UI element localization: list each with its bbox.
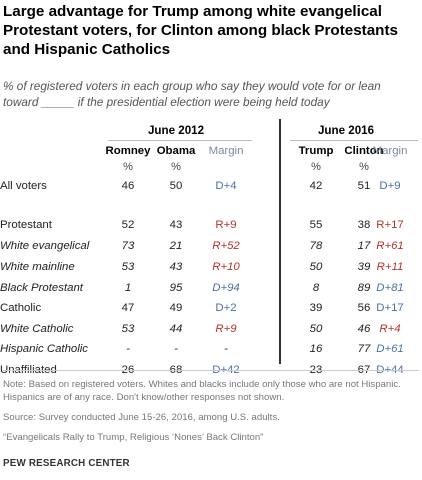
table-cell: 38 [357,219,371,231]
year-underline [108,140,252,141]
table-cell: 56 [357,302,371,314]
table-cell: 1 [124,282,132,294]
table-cell: - [224,343,228,355]
table-cell: 21 [169,240,183,252]
table-cell: R+17 [376,219,404,231]
column-header: Romney [105,145,151,157]
table-cell: 51 [357,180,371,192]
table-cell: 46 [121,180,135,192]
table-cell: R+4 [379,323,401,335]
table-cell: D+94 [212,282,240,294]
table-cell: 50 [309,323,323,335]
table-cell: 16 [309,343,323,355]
column-header: Clinton [344,145,384,157]
column-header: Margin [208,145,244,157]
report-title: “Evangelicals Rally to Trump, Religious … [3,432,264,443]
table-cell: D+81 [376,282,404,294]
pew-credit: PEW RESEARCH CENTER [3,458,130,469]
table-cell: 89 [357,282,371,294]
table-cell: R+10 [212,261,240,273]
table-cell: 53 [121,323,135,335]
year-header: June 2012 [147,124,205,137]
column-header: Obama [156,145,196,157]
unit-label: % [171,161,181,173]
table-cell: R+61 [376,240,404,252]
table-cell: D+2 [215,302,237,314]
table-cell: 39 [309,302,323,314]
table-cell: 49 [169,302,183,314]
row-label: Protestant [0,219,52,231]
table-cell: 52 [121,219,135,231]
table-cell: R+11 [376,261,404,273]
table-cell: D+61 [376,343,404,355]
column-header: Margin [372,145,408,157]
table-cell: 50 [309,261,323,273]
table-cell: - [126,343,130,355]
row-label: Catholic [0,302,42,314]
table-cell: - [174,343,178,355]
table-cell: D+9 [379,180,401,192]
row-label: Black Protestant [0,282,83,294]
year-header: June 2016 [317,124,375,137]
table-cell: 73 [121,240,135,252]
row-label: All voters [0,180,47,192]
note-text: Note: Based on registered voters. Whites… [3,379,401,403]
notes-divider [3,370,419,371]
unit-label: % [359,161,369,173]
table-cell: 95 [169,282,183,294]
table-cell: 39 [357,261,371,273]
chart-subtitle: % of registered voters in each group who… [3,79,381,109]
table-cell: 46 [357,323,371,335]
table-cell: 43 [169,261,183,273]
row-label: White Catholic [0,323,74,335]
row-label: Hispanic Catholic [0,343,88,355]
table-cell: 8 [312,282,320,294]
unit-label: % [311,161,321,173]
year-underline [290,140,418,141]
year-divider [279,119,281,364]
column-header: Trump [298,145,334,157]
chart-title: Large advantage for Trump among white ev… [3,3,398,58]
table-cell: 42 [309,180,323,192]
table-cell: 53 [121,261,135,273]
table-cell: 43 [169,219,183,231]
table-cell: D+4 [215,180,237,192]
table-cell: D+17 [376,302,404,314]
table-cell: 17 [357,240,371,252]
table-cell: 50 [169,180,183,192]
source-text: Source: Survey conducted June 15-26, 201… [3,412,280,423]
table-cell: R+9 [215,219,237,231]
table-cell: 77 [357,343,371,355]
unit-label: % [123,161,133,173]
table-cell: R+52 [212,240,240,252]
table-cell: 44 [169,323,183,335]
notes-section: Note: Based on registered voters. Whites… [3,378,419,451]
table-cell: R+9 [215,323,237,335]
row-label: White mainline [0,261,75,273]
table-cell: 78 [309,240,323,252]
row-label: White evangelical [0,240,90,252]
table-cell: 47 [121,302,135,314]
table-cell: 55 [309,219,323,231]
